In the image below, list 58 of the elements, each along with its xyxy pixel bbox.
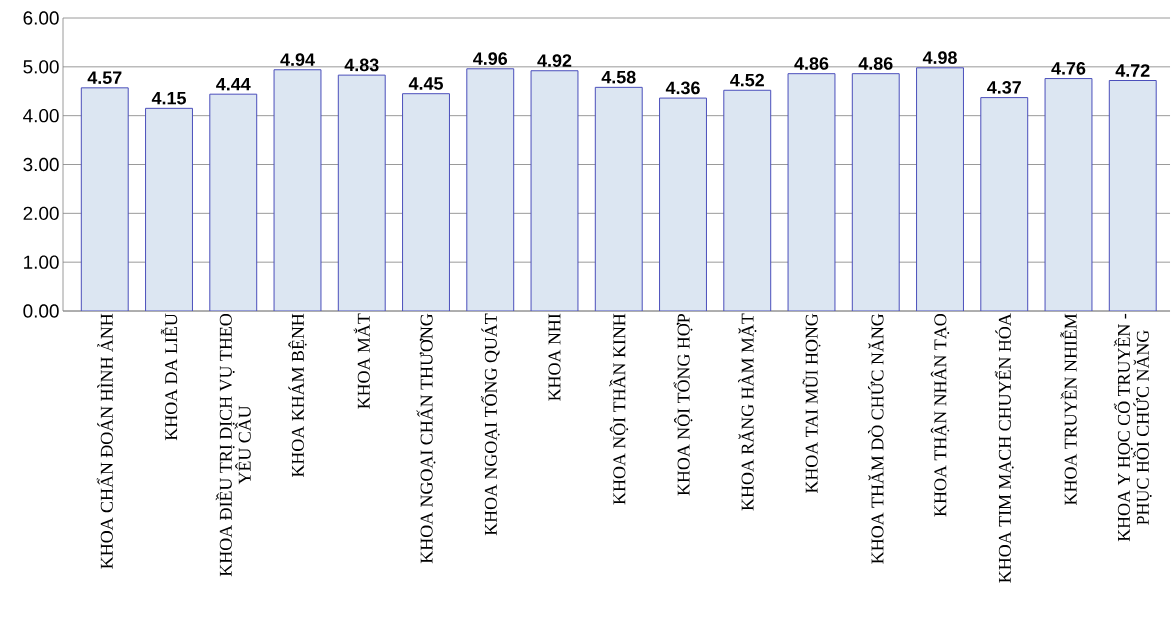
bar (659, 98, 707, 311)
x-tick-label: KHOA MẮT (353, 313, 370, 409)
x-tick-label: KHOA THĂM DÒ CHỨC NĂNG (867, 313, 884, 564)
x-tick-label: KHOA NHI (548, 313, 561, 401)
x-tick-label: KHOA ĐIỀU TRỊ DỊCH VỤ THEO YÊU CẦU (215, 313, 251, 577)
bar (1045, 78, 1092, 311)
x-tick-label: KHOA TRUYỀN NHIỄM (1060, 313, 1077, 505)
bar (81, 87, 129, 311)
data-label: 4.36 (665, 81, 700, 95)
data-label: 4.96 (473, 52, 508, 65)
data-label: 4.76 (1051, 62, 1086, 75)
data-label: 4.44 (216, 78, 251, 91)
data-label: 4.15 (151, 92, 186, 105)
bar (338, 75, 386, 311)
y-tick-label: 3.00 (23, 157, 59, 172)
bar (723, 90, 771, 311)
data-label: 4.37 (987, 81, 1021, 94)
y-tick-label: 6.00 (23, 11, 59, 25)
bar (209, 94, 257, 311)
x-tick-label: KHOA NGOẠI TỔNG QUÁT (480, 313, 500, 536)
x-tick-label: KHOA DA LIỄU (160, 313, 178, 441)
bar (788, 73, 835, 311)
x-tick-label: KHOA NỘI TỔNG HỢP (673, 313, 693, 496)
x-tick-label: KHOA THẬN NHÂN TẠO (930, 313, 950, 517)
x-tick-label: KHOA Y HỌC CỔ TRUYỀN - PHỤC HỒI CHỨC NĂNG (1113, 313, 1152, 542)
x-tick-label: KHOA RĂNG HÀM MẶT (738, 313, 757, 511)
y-tick-label: 1.00 (24, 255, 59, 269)
data-label: 4.72 (1115, 64, 1150, 77)
data-label: 4.94 (280, 53, 315, 66)
x-tick-label: KHOA CHẨN ĐOÁN HÌNH ẢNH (96, 313, 113, 569)
data-label: 4.57 (87, 71, 122, 85)
bar (916, 67, 964, 311)
y-tick-label: 4.00 (23, 108, 59, 123)
y-tick-label: 0.00 (23, 304, 59, 318)
data-label: 4.86 (858, 57, 893, 70)
data-label: 4.86 (794, 57, 829, 70)
bar (980, 97, 1028, 311)
bar (531, 70, 578, 311)
data-label: 4.45 (408, 77, 443, 90)
bar (595, 87, 643, 311)
y-tick-label: 5.00 (23, 60, 59, 74)
data-label: 4.52 (730, 73, 764, 87)
bar (852, 73, 900, 311)
x-tick-label: KHOA NGOẠI CHẤN THƯƠNG (416, 313, 436, 564)
bar (466, 68, 514, 311)
bar (145, 108, 193, 311)
x-tick-label: KHOA NỘI THẦN KINH (609, 313, 629, 505)
bar (1108, 80, 1157, 311)
x-tick-label: KHOA TAI MŨI HỌNG (802, 313, 821, 494)
bar (402, 93, 450, 311)
x-tick-label: KHOA TIM MẠCH CHUYỂN HÓA (994, 313, 1014, 583)
data-label: 4.58 (601, 70, 636, 84)
data-label: 4.83 (344, 58, 379, 72)
data-label: 4.98 (922, 51, 957, 64)
data-label: 4.92 (537, 54, 572, 67)
x-tick-label: KHOA KHÁM BỆNH (288, 313, 307, 478)
y-tick-label: 2.00 (23, 206, 59, 221)
bar (274, 69, 321, 311)
